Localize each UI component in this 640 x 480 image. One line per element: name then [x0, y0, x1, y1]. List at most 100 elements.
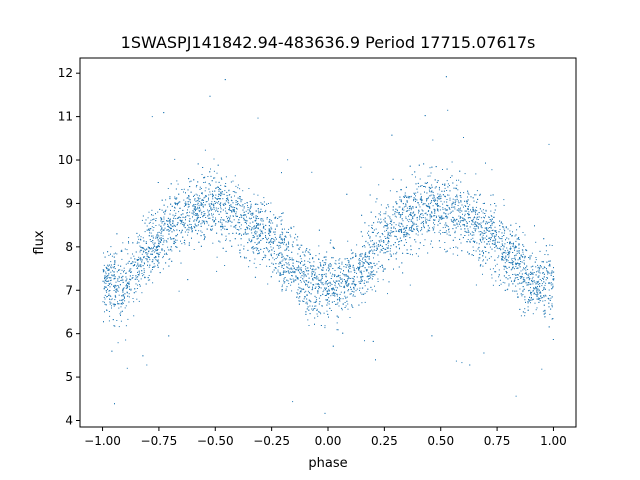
scatter-point	[549, 272, 551, 274]
scatter-point	[335, 282, 336, 284]
scatter-point	[413, 215, 415, 217]
scatter-point	[475, 173, 477, 175]
scatter-point	[236, 204, 238, 206]
scatter-point	[188, 242, 190, 244]
scatter-point	[279, 272, 281, 274]
scatter-point	[203, 213, 205, 215]
scatter-point	[518, 258, 520, 260]
scatter-point	[113, 278, 115, 280]
scatter-point	[107, 251, 109, 253]
scatter-point	[114, 266, 115, 268]
scatter-point	[446, 225, 448, 227]
scatter-point	[409, 205, 411, 207]
scatter-point	[538, 289, 540, 291]
scatter-point	[148, 211, 150, 213]
scatter-point	[547, 254, 549, 256]
scatter-point	[502, 248, 504, 250]
scatter-point	[487, 227, 489, 229]
scatter-point	[475, 230, 476, 232]
scatter-point	[382, 234, 384, 236]
scatter-point	[275, 258, 277, 259]
scatter-point	[256, 224, 258, 226]
scatter-point	[187, 212, 188, 214]
scatter-point	[389, 235, 390, 237]
scatter-point	[317, 266, 319, 268]
scatter-point	[216, 172, 218, 174]
scatter-point	[219, 202, 221, 204]
scatter-point	[368, 225, 370, 227]
scatter-point	[180, 232, 182, 234]
scatter-point	[491, 224, 493, 226]
scatter-point	[164, 223, 166, 225]
scatter-point	[135, 275, 137, 277]
scatter-point	[110, 246, 112, 248]
scatter-point	[117, 280, 119, 282]
scatter-point	[288, 271, 290, 273]
scatter-point	[475, 212, 476, 214]
scatter-point	[377, 232, 379, 234]
scatter-point	[392, 231, 394, 233]
scatter-point	[139, 284, 141, 285]
scatter-point	[420, 222, 422, 224]
scatter-point	[212, 242, 214, 244]
scatter-point	[415, 253, 417, 255]
scatter-point	[243, 248, 245, 250]
scatter-point	[505, 257, 507, 259]
scatter-point	[365, 269, 367, 271]
scatter-point	[146, 248, 148, 250]
scatter-point	[508, 238, 510, 240]
scatter-point	[171, 260, 173, 262]
scatter-point	[302, 278, 304, 280]
scatter-point	[298, 265, 299, 267]
scatter-point	[200, 223, 202, 225]
scatter-point	[403, 234, 405, 236]
scatter-point	[175, 235, 177, 237]
scatter-point	[192, 230, 193, 232]
scatter-point	[280, 274, 282, 276]
scatter-point	[319, 279, 321, 281]
scatter-point	[247, 249, 249, 251]
scatter-point	[128, 296, 130, 298]
scatter-point	[309, 258, 311, 260]
scatter-point	[344, 287, 346, 289]
scatter-point	[240, 244, 242, 246]
scatter-point	[399, 199, 401, 201]
scatter-point	[401, 223, 403, 225]
scatter-point	[155, 218, 157, 219]
scatter-point	[286, 266, 288, 268]
scatter-point	[278, 247, 280, 249]
scatter-point	[161, 248, 163, 250]
scatter-point	[318, 284, 320, 286]
scatter-point	[538, 290, 540, 292]
scatter-point	[287, 241, 289, 243]
scatter-point	[475, 194, 477, 196]
scatter-point	[361, 276, 363, 278]
scatter-point	[204, 213, 206, 215]
scatter-point	[401, 218, 403, 220]
scatter-point	[389, 190, 391, 192]
scatter-point	[175, 188, 177, 190]
scatter-point	[507, 251, 509, 253]
scatter-point	[475, 284, 477, 286]
scatter-point	[288, 243, 290, 245]
scatter-point	[237, 221, 239, 223]
scatter-point	[346, 280, 348, 282]
scatter-point	[547, 297, 549, 299]
scatter-point	[337, 287, 338, 289]
scatter-point	[345, 283, 347, 285]
scatter-point	[320, 265, 322, 267]
scatter-point	[255, 233, 257, 235]
scatter-point	[534, 281, 536, 283]
scatter-point	[404, 194, 406, 196]
scatter-point	[308, 325, 310, 326]
scatter-point	[138, 274, 140, 275]
scatter-point	[403, 206, 405, 208]
scatter-point	[386, 228, 388, 230]
scatter-point	[330, 278, 332, 279]
scatter-point	[345, 297, 347, 299]
scatter-point	[541, 283, 543, 285]
scatter-point	[344, 274, 346, 275]
scatter-point	[219, 188, 220, 190]
scatter-point	[444, 242, 446, 243]
scatter-point	[331, 293, 333, 295]
